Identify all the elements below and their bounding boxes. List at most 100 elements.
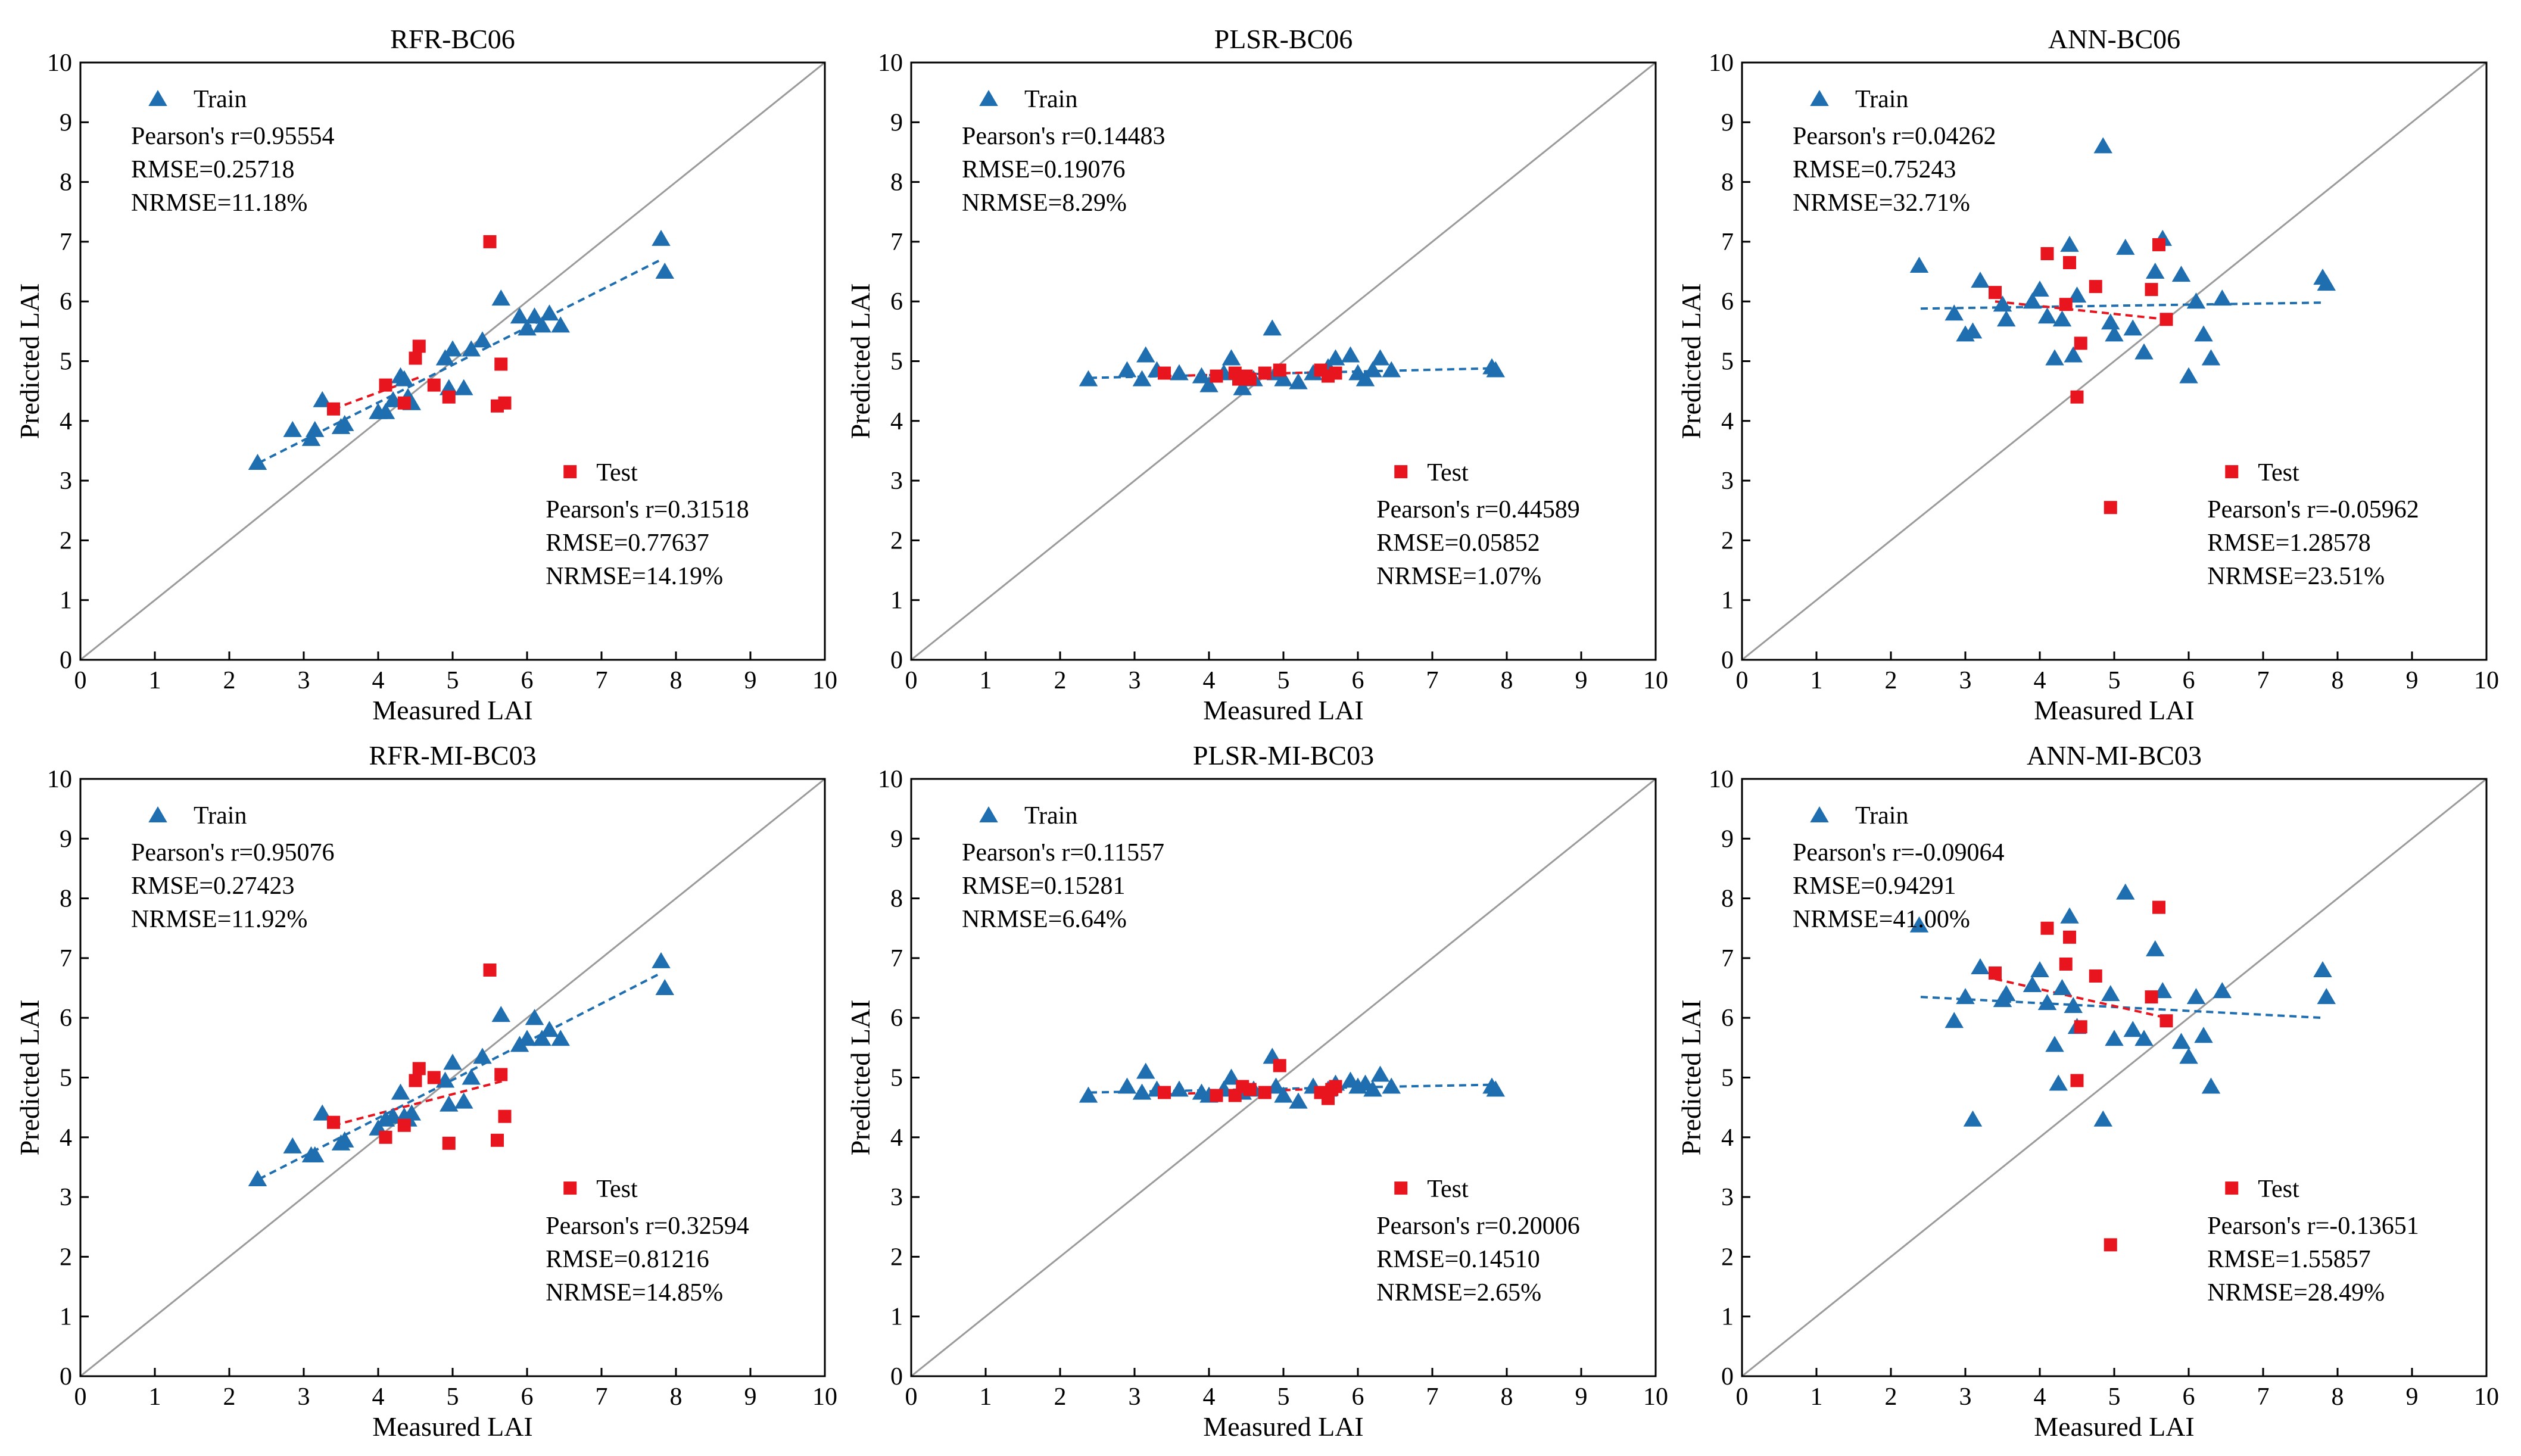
train-rmse: RMSE=0.75243 — [1793, 156, 1956, 183]
y-tick-label: 9 — [890, 109, 903, 136]
y-tick-label: 9 — [60, 825, 72, 853]
test-rmse: RMSE=1.28578 — [2207, 529, 2371, 557]
test-fit-line — [1995, 300, 2167, 321]
train-point — [283, 420, 302, 437]
train-point — [1079, 1086, 1098, 1103]
train-point — [462, 1068, 481, 1085]
y-axis-label: Predicted LAI — [845, 283, 875, 439]
train-point — [443, 1053, 462, 1070]
train-point — [1382, 361, 1401, 378]
x-tick-label: 8 — [2332, 1383, 2344, 1411]
train-point — [2194, 1027, 2213, 1043]
x-tick-label: 7 — [1426, 1383, 1439, 1411]
y-tick-label: 10 — [1709, 766, 1734, 793]
train-point — [518, 1030, 537, 1046]
train-point — [376, 403, 395, 419]
test-point — [483, 235, 497, 248]
train-point — [2194, 325, 2213, 342]
y-tick-label: 7 — [60, 945, 72, 972]
train-point — [2179, 1047, 2198, 1064]
train-point — [518, 319, 537, 336]
test-point — [494, 357, 508, 371]
train-point — [1944, 1012, 1964, 1028]
train-point — [1132, 370, 1152, 386]
train-point — [2037, 994, 2057, 1011]
y-tick-label: 3 — [1721, 467, 1734, 495]
test-point — [379, 1130, 392, 1144]
y-tick-label: 4 — [1721, 1124, 1734, 1152]
x-tick-label: 4 — [2034, 1383, 2046, 1411]
train-point — [2064, 346, 2083, 363]
x-tick-label: 5 — [447, 1383, 459, 1411]
train-point — [510, 307, 529, 324]
train-point — [2023, 292, 2042, 309]
y-tick-label: 2 — [890, 1243, 903, 1271]
train-legend-marker — [979, 90, 998, 106]
train-point — [2123, 1021, 2142, 1037]
test-nrmse: NRMSE=14.19% — [546, 563, 723, 590]
train-point — [1370, 349, 1390, 366]
y-tick-label: 10 — [47, 766, 72, 793]
x-tick-label: 10 — [2474, 1383, 2499, 1411]
train-point — [1971, 272, 1990, 288]
test-point — [1989, 966, 2002, 980]
test-rmse: RMSE=1.55857 — [2207, 1246, 2371, 1273]
test-fit-line — [333, 375, 423, 410]
test-point — [2159, 1014, 2173, 1028]
test-point — [483, 963, 497, 977]
train-point — [2313, 961, 2332, 977]
x-tick-label: 4 — [1203, 667, 1216, 694]
x-tick-label: 4 — [372, 667, 385, 694]
train-point — [1132, 1083, 1152, 1100]
train-legend-label: Train — [194, 802, 247, 830]
test-point — [1258, 1086, 1272, 1099]
test-point — [494, 1068, 508, 1081]
train-point — [2049, 1074, 2068, 1091]
x-axis-label: Measured LAI — [372, 1411, 533, 1442]
y-tick-label: 0 — [1721, 647, 1734, 674]
scatter-panel-6: 00 1 1 2 2 3 3 4 4 5 5 6 6 7 7 8 8 9 9 10 10 Measured LAI Pred… — [1676, 740, 2499, 1442]
x-tick-label: 7 — [2257, 667, 2270, 694]
test-point — [2074, 336, 2087, 350]
one-to-one-line — [80, 778, 825, 1377]
y-tick-label: 3 — [60, 1184, 72, 1211]
test-point — [2145, 990, 2158, 1004]
test-point — [2040, 921, 2054, 935]
test-point — [442, 1136, 456, 1150]
one-to-one-line — [911, 61, 1656, 661]
x-tick-label: 6 — [1352, 667, 1364, 694]
x-tick-label: 8 — [1501, 1383, 1513, 1411]
test-nrmse: NRMSE=14.85% — [546, 1279, 723, 1307]
train-nrmse: NRMSE=11.92% — [131, 906, 307, 933]
test-point — [1329, 366, 1342, 380]
train-point — [1274, 370, 1293, 386]
train-point — [306, 1146, 325, 1162]
chart-title: PLSR-MI-BC03 — [1193, 740, 1374, 771]
train-point — [652, 229, 671, 246]
test-point — [379, 378, 392, 392]
x-tick-label: 0 — [905, 667, 918, 694]
test-nrmse: NRMSE=1.07% — [1376, 563, 1541, 590]
train-point — [1971, 958, 1990, 974]
chart-title: ANN-BC06 — [2048, 24, 2180, 54]
train-point — [1199, 376, 1219, 392]
test-point — [412, 1062, 426, 1075]
y-tick-label: 4 — [60, 408, 72, 435]
x-tick-label: 3 — [1959, 667, 1972, 694]
x-tick-label: 2 — [1885, 1383, 1897, 1411]
train-nrmse: NRMSE=8.29% — [962, 189, 1127, 217]
y-tick-label: 7 — [60, 229, 72, 256]
train-point — [454, 379, 473, 395]
train-point — [2093, 137, 2112, 154]
x-tick-label: 10 — [812, 667, 837, 694]
y-tick-label: 1 — [60, 587, 72, 615]
y-tick-label: 10 — [1709, 49, 1734, 77]
x-tick-label: 5 — [447, 667, 459, 694]
x-tick-label: 3 — [298, 1383, 310, 1411]
train-fit-line — [1089, 367, 1492, 379]
y-tick-label: 6 — [1721, 1005, 1734, 1032]
y-tick-label: 5 — [60, 348, 72, 376]
test-point — [2089, 969, 2102, 983]
train-fit-line — [1920, 996, 2323, 1019]
train-rmse: RMSE=0.15281 — [962, 872, 1126, 900]
